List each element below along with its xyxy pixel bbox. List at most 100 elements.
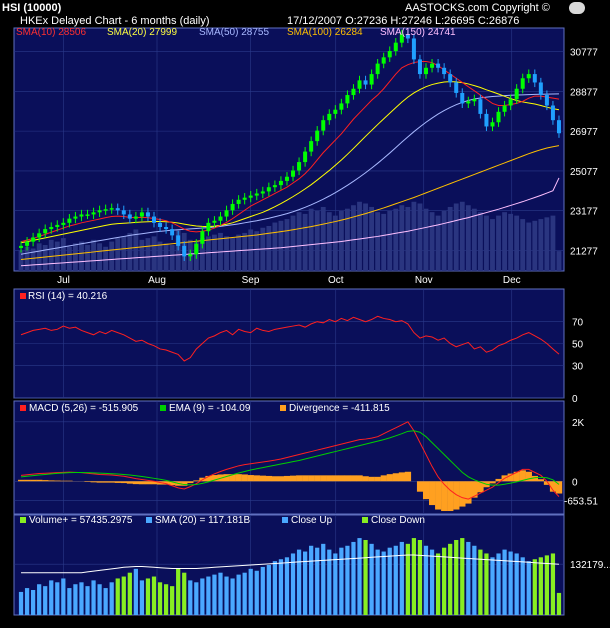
macd-line — [20, 421, 560, 500]
candle-body — [176, 235, 181, 246]
volume-bar — [236, 574, 241, 615]
price-volume-shadow — [290, 215, 296, 271]
candle-body — [375, 63, 380, 75]
sma100-line — [20, 145, 560, 260]
volume-bar — [127, 572, 132, 615]
price-volume-shadow — [97, 243, 103, 271]
volume-bar — [284, 557, 290, 615]
candle-body — [230, 203, 235, 211]
divergence-bar — [187, 481, 194, 484]
volume-bar — [435, 553, 441, 615]
chart-title: HSI (10000) — [2, 2, 62, 14]
volume-bar — [556, 592, 562, 615]
candle-body — [460, 92, 465, 104]
divergence-bar — [259, 475, 267, 482]
divergence-bar — [477, 481, 484, 493]
volume-bar — [484, 553, 489, 615]
divergence-bar — [447, 481, 454, 512]
price-volume-shadow — [502, 212, 507, 271]
volume-bar — [472, 545, 477, 615]
legend-sma: SMA(50) 28755 — [199, 27, 269, 38]
volume-bar — [478, 549, 483, 615]
candle-body — [363, 80, 368, 85]
divergence-bar — [132, 481, 140, 485]
price-volume-shadow — [163, 243, 169, 271]
price-volume-shadow — [375, 212, 381, 271]
candle-body — [411, 38, 416, 60]
volume-bar — [327, 549, 332, 615]
volume-bar — [532, 559, 537, 615]
candle-body — [309, 141, 314, 152]
legend-swatch — [160, 405, 166, 411]
volume-bar — [133, 568, 138, 615]
divergence-bar — [42, 480, 49, 482]
price-volume-shadow — [30, 248, 36, 271]
candle-body — [538, 82, 543, 96]
divergence-bar — [30, 479, 37, 482]
x-tick-label: Sep — [242, 275, 260, 286]
divergence-bar — [489, 481, 496, 484]
volume-bar — [508, 551, 513, 615]
rsi-line — [20, 315, 560, 362]
volume-bar — [460, 538, 465, 615]
price-volume-shadow — [139, 239, 145, 271]
y-tick-label: 2K — [572, 418, 585, 429]
legend-volume: Close Down — [371, 515, 425, 526]
candle-body — [291, 170, 296, 177]
candle-body — [266, 187, 271, 192]
volume-bar — [526, 561, 531, 615]
volume-bar — [176, 568, 181, 615]
volume-bar — [18, 591, 24, 615]
volume-bar — [490, 557, 495, 615]
divergence-bar — [344, 475, 351, 482]
volume-bar — [339, 547, 344, 615]
candle-body — [496, 111, 501, 123]
candle-body — [387, 51, 392, 58]
volume-bar — [61, 578, 66, 615]
candle-body — [254, 193, 259, 196]
legend-sma: SMA(150) 24741 — [380, 27, 456, 38]
price-volume-shadow — [435, 215, 441, 271]
price-volume-shadow — [357, 201, 362, 271]
legend-sma: SMA(100) 26284 — [287, 27, 363, 38]
candle-body — [544, 95, 549, 106]
divergence-bar — [60, 480, 67, 482]
candle-body — [194, 243, 199, 255]
legend-swatch — [20, 293, 26, 299]
price-volume-shadow — [556, 251, 562, 271]
price-volume-shadow — [296, 212, 302, 271]
y-tick-label: 28877 — [570, 87, 598, 98]
volume-bar — [278, 559, 284, 615]
candle-body — [139, 212, 144, 217]
divergence-bar — [549, 481, 557, 492]
price-volume-shadow — [42, 245, 48, 271]
divergence-bar — [126, 481, 134, 484]
x-tick-label: Aug — [148, 275, 166, 286]
candle-body — [164, 227, 169, 230]
candle-body — [556, 120, 561, 134]
divergence-bar — [543, 481, 551, 485]
price-volume-shadow — [441, 210, 447, 271]
volume-bar — [496, 553, 501, 615]
price-volume-shadow — [411, 201, 417, 271]
volume-bar — [260, 566, 265, 615]
candle-body — [321, 120, 326, 131]
volume-bar — [49, 580, 54, 615]
divergence-bar — [332, 475, 339, 482]
divergence-bar — [253, 475, 260, 482]
divergence-bar — [48, 480, 55, 482]
candle-body — [472, 99, 477, 102]
price-volume-shadow — [345, 208, 350, 271]
candle-body — [85, 214, 90, 216]
candle-body — [417, 59, 422, 75]
price-volume-shadow — [242, 232, 248, 271]
price-volume-shadow — [429, 212, 435, 271]
volume-bar — [139, 580, 145, 615]
volume-bar — [224, 576, 229, 615]
volume-bar — [151, 576, 157, 615]
volume-bar — [79, 582, 84, 615]
price-volume-shadow — [453, 203, 459, 271]
legend-swatch — [280, 405, 286, 411]
price-volume-shadow — [338, 210, 344, 271]
divergence-bar — [459, 481, 466, 507]
